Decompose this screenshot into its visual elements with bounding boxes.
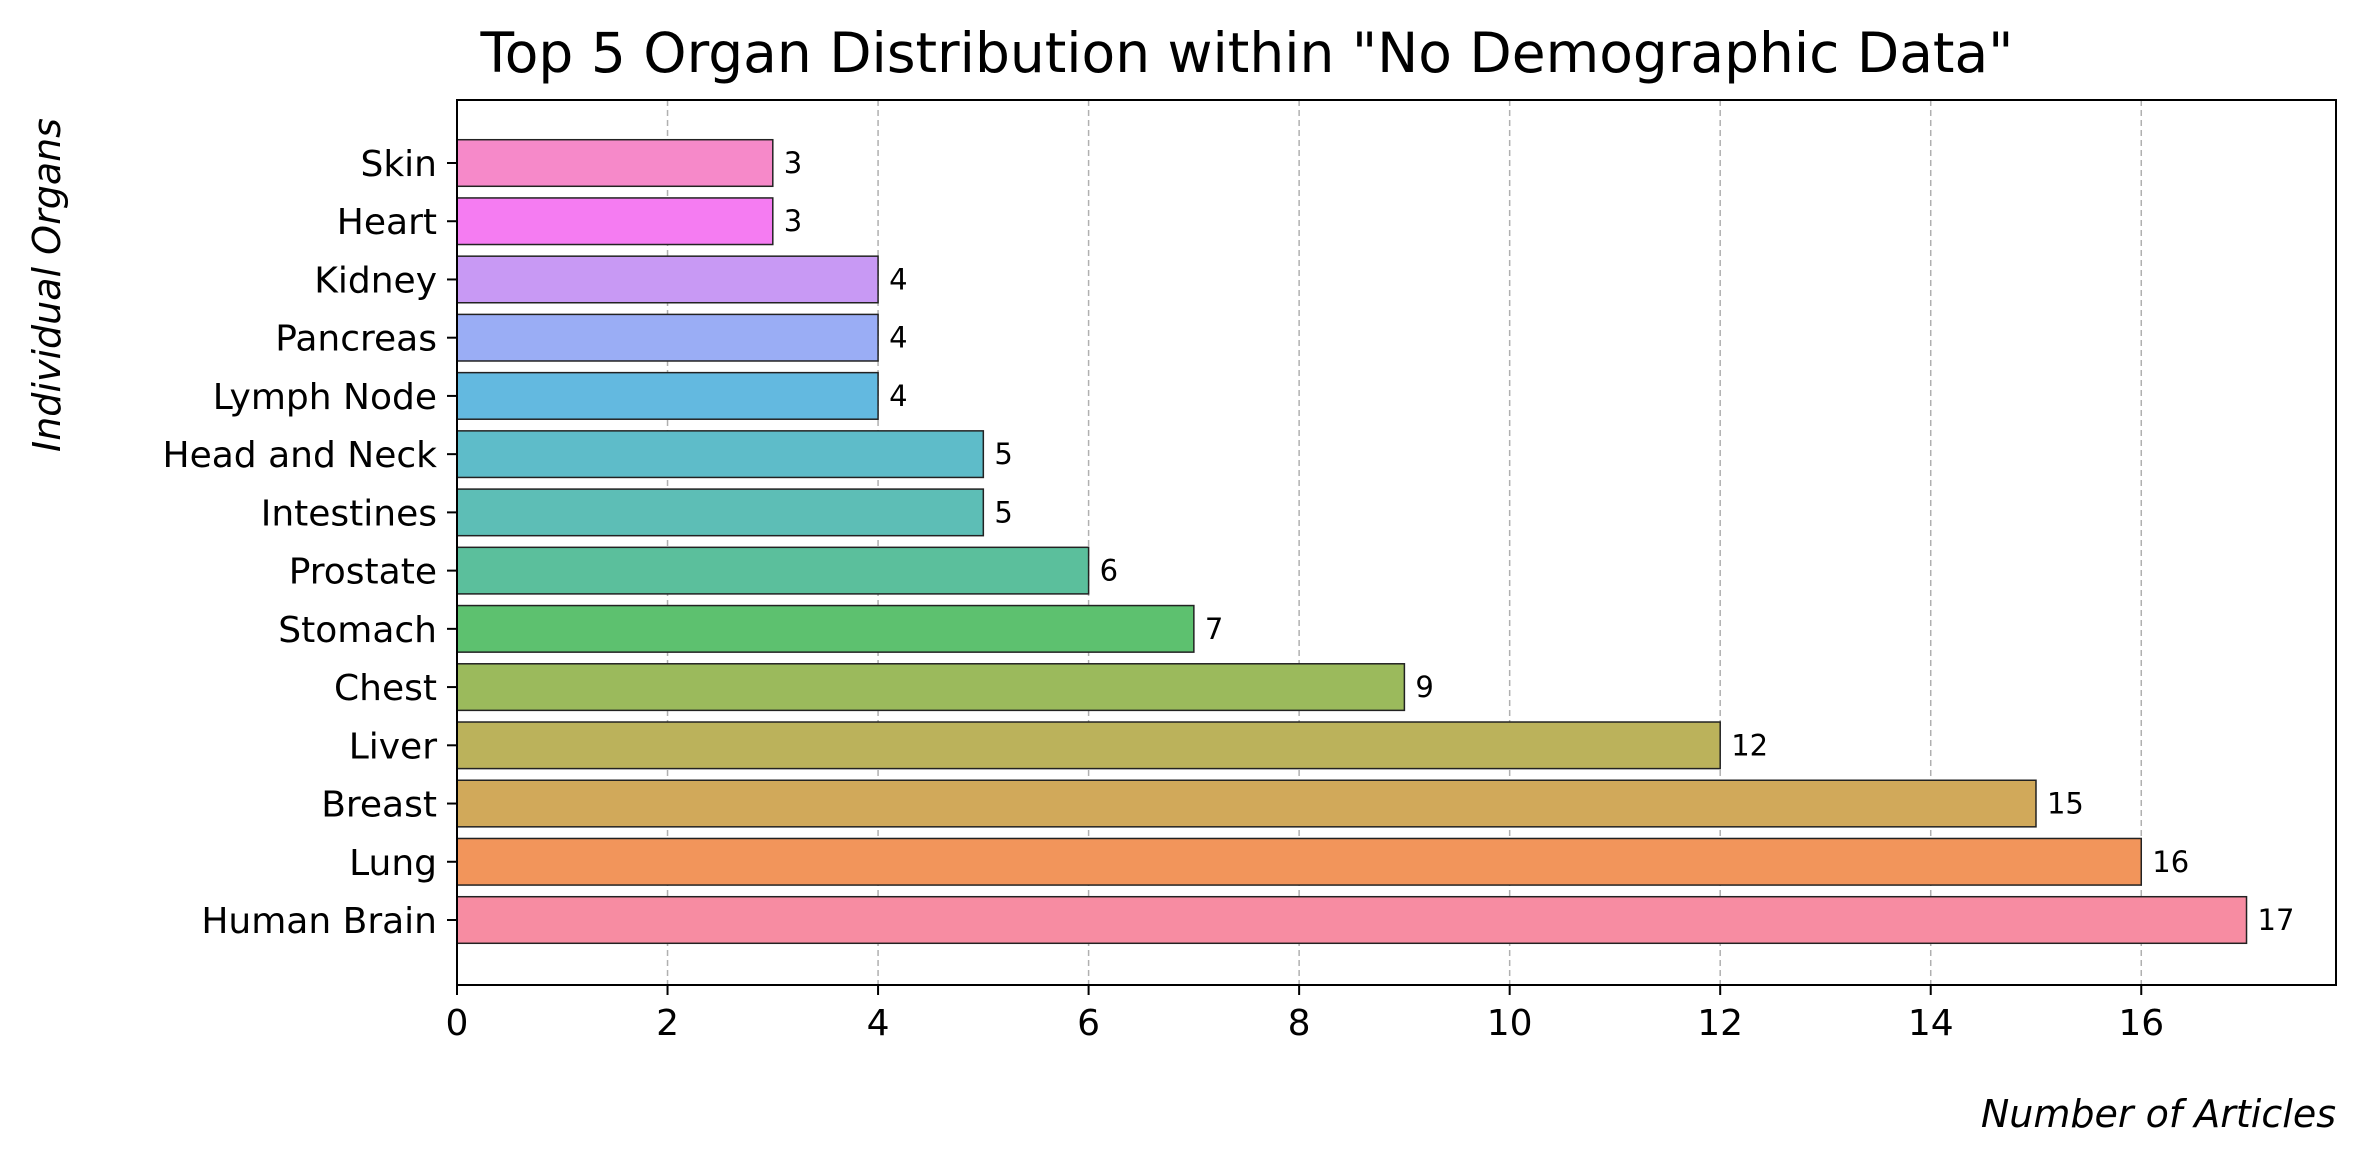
bar — [456, 837, 2143, 886]
y-tick-label: Lung — [349, 843, 437, 884]
bar-value-label: 4 — [889, 262, 907, 296]
y-tick-label: Lymph Node — [213, 377, 437, 418]
x-tick-label: 14 — [1908, 1003, 1954, 1044]
y-tick-label: Chest — [334, 668, 437, 709]
y-tick-label: Pancreas — [275, 319, 437, 360]
y-tick-label: Kidney — [314, 260, 437, 301]
bar — [456, 430, 985, 479]
bar-value-label: 6 — [1100, 554, 1118, 588]
bar — [456, 546, 1090, 595]
y-tick-label: Stomach — [278, 610, 437, 651]
bar — [456, 138, 774, 188]
bar — [456, 663, 1406, 712]
y-tick-label: Intestines — [261, 493, 437, 534]
bar-value-label: 5 — [994, 437, 1012, 471]
bar — [456, 488, 985, 537]
x-tick-label: 0 — [446, 1003, 469, 1044]
bar — [456, 255, 879, 304]
x-tick-label: 10 — [1487, 1003, 1533, 1044]
y-tick-label: Prostate — [289, 552, 437, 593]
plot-frame — [456, 99, 2337, 986]
bar — [456, 895, 2248, 945]
y-tick-label: Human Brain — [201, 901, 437, 942]
y-tick-label: Skin — [360, 144, 437, 185]
y-tick-label: Heart — [337, 202, 437, 243]
y-tick-label: Liver — [349, 726, 438, 767]
x-tick-label: 8 — [1288, 1003, 1311, 1044]
bar-value-label: 4 — [889, 379, 907, 413]
bar-value-label: 4 — [889, 321, 907, 355]
x-tick-label: 2 — [656, 1003, 679, 1044]
bar — [456, 313, 879, 362]
value-labels: 17 16 15 12 9 7 6 5 5 4 4 4 3 3 — [784, 146, 2295, 937]
y-tick-label: Breast — [321, 785, 437, 826]
x-tick-label: 6 — [1077, 1003, 1100, 1044]
bar-value-label: 5 — [994, 495, 1012, 529]
bar — [456, 371, 879, 420]
bar-value-label: 12 — [1731, 728, 1768, 762]
x-axis-label: Number of Articles — [1981, 1092, 2336, 1136]
bar-value-label: 7 — [1205, 612, 1223, 646]
bar — [456, 604, 1195, 653]
x-tick-label: 16 — [2118, 1003, 2164, 1044]
bar-value-label: 3 — [784, 204, 802, 238]
y-axis-label: Individual Organs — [25, 118, 69, 452]
x-axis-ticks: 0 2 4 6 8 10 12 14 16 — [446, 985, 2164, 1044]
y-tick-label: Head and Neck — [163, 435, 438, 476]
bar — [456, 197, 774, 246]
bars — [456, 138, 2248, 945]
bar-value-label: 9 — [1415, 670, 1433, 704]
chart-title: Top 5 Organ Distribution within "No Demo… — [480, 21, 2014, 85]
bar-value-label: 17 — [2258, 903, 2295, 937]
y-axis-ticks: Human Brain Lung Breast Liver Chest Stomach Pr… — [163, 144, 457, 942]
bar — [456, 721, 1721, 770]
bar-value-label: 16 — [2152, 845, 2189, 879]
x-tick-label: 4 — [867, 1003, 890, 1044]
grid-lines — [666, 100, 2143, 985]
bar — [456, 779, 2037, 828]
x-tick-label: 12 — [1697, 1003, 1743, 1044]
bar-value-label: 15 — [2047, 787, 2084, 821]
bar-value-label: 3 — [784, 146, 802, 180]
